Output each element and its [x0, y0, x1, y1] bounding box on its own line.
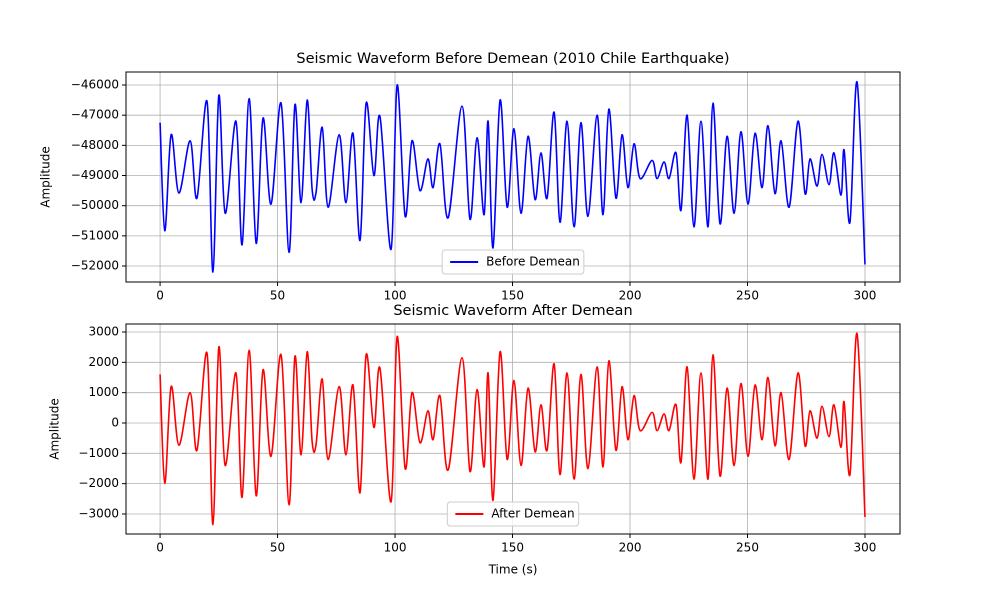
y-tick-label: −1000: [78, 446, 119, 460]
subplot-title: Seismic Waveform Before Demean (2010 Chi…: [296, 51, 729, 67]
y-tick-label: −51000: [71, 228, 119, 242]
x-tick-label: 250: [736, 541, 759, 555]
x-tick-label: 50: [270, 289, 285, 303]
legend-label: Before Demean: [486, 255, 580, 269]
x-tick-label: 0: [156, 541, 164, 555]
x-tick-label: 0: [156, 289, 164, 303]
legend-box: [441, 249, 585, 275]
y-tick-label: −48000: [71, 138, 119, 152]
y-tick-label: 2000: [88, 355, 119, 369]
legend: Before Demean: [441, 249, 585, 275]
series-line: [159, 332, 866, 526]
subplot: Seismic Waveform Before Demean (2010 Chi…: [39, 51, 901, 303]
series-line: [159, 81, 866, 273]
y-tick-label: −3000: [78, 506, 119, 520]
x-tick-label: 50: [270, 541, 285, 555]
y-tick-label: 0: [111, 415, 119, 429]
x-tick-label: 150: [501, 541, 524, 555]
y-axis-label: Amplitude: [39, 146, 53, 208]
y-tick-label: −46000: [71, 78, 119, 92]
x-tick-label: 150: [501, 289, 524, 303]
axes-frame: [125, 71, 901, 283]
y-axis-label: Amplitude: [48, 398, 62, 460]
x-tick-label: 200: [619, 541, 642, 555]
x-axis-label: Time (s): [488, 563, 538, 577]
y-tick-label: 1000: [88, 385, 119, 399]
legend-box: [446, 501, 580, 527]
x-tick-label: 100: [384, 289, 407, 303]
x-tick-label: 100: [384, 541, 407, 555]
subplot: Seismic Waveform After Demean 0 50 100 150 20…: [48, 303, 901, 577]
x-tick-label: 250: [736, 289, 759, 303]
x-tick-label: 300: [854, 289, 877, 303]
y-tick-label: −52000: [71, 259, 119, 273]
y-tick-label: 3000: [88, 325, 119, 339]
x-tick-label: 300: [854, 541, 877, 555]
legend: After Demean: [446, 501, 580, 527]
y-tick-label: −49000: [71, 168, 119, 182]
x-tick-label: 200: [619, 289, 642, 303]
axes-frame: [125, 323, 901, 535]
y-tick-label: −2000: [78, 476, 119, 490]
subplot-title: Seismic Waveform After Demean: [393, 303, 632, 319]
legend-label: After Demean: [491, 507, 574, 521]
y-tick-label: −50000: [71, 198, 119, 212]
y-tick-label: −47000: [71, 108, 119, 122]
